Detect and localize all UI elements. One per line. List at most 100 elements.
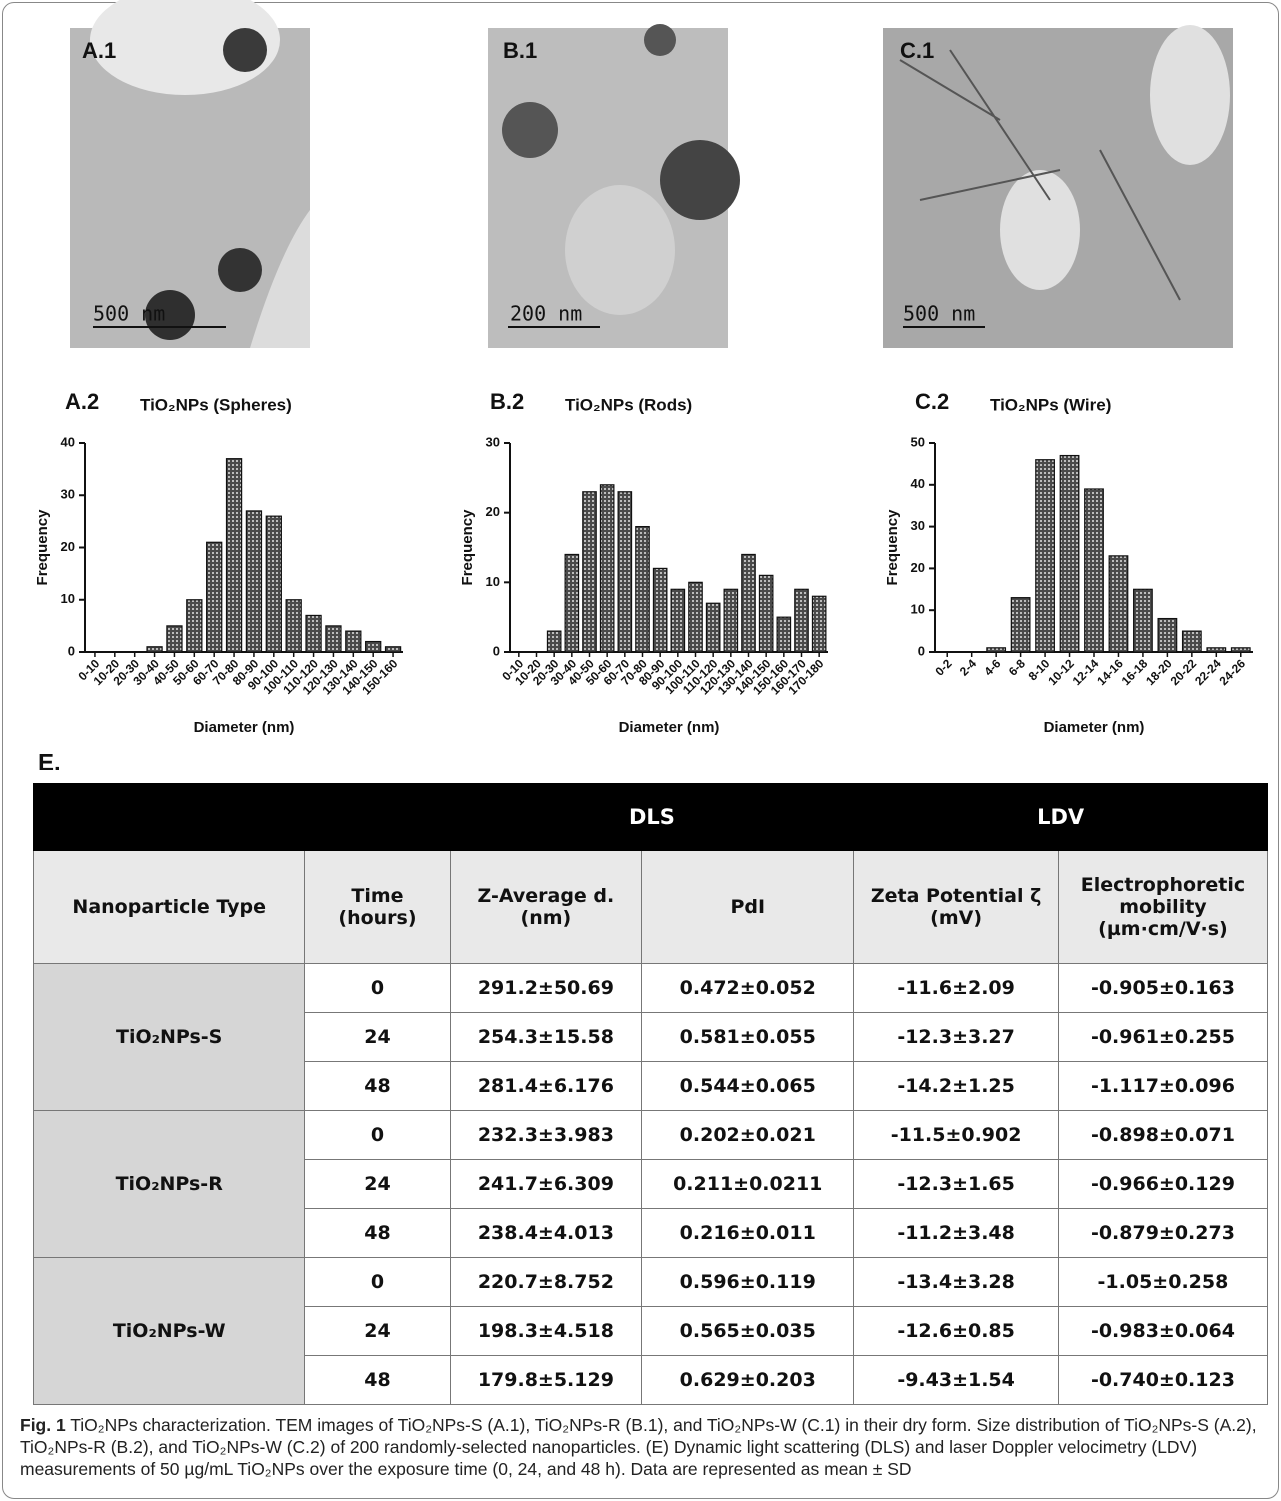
table-cell: 0.544±0.065: [642, 1062, 854, 1111]
x-tick-label: 4-6: [981, 656, 1003, 678]
y-tick-label: 50: [911, 434, 925, 449]
table-cell: 0.629±0.203: [642, 1356, 854, 1405]
table-cell: -12.3±3.27: [854, 1013, 1059, 1062]
table-row: DLSLDV: [34, 784, 1268, 851]
x-tick-label: 12-14: [1070, 656, 1102, 688]
table-cell: 0.216±0.011: [642, 1209, 854, 1258]
table-cell: -0.983±0.064: [1058, 1307, 1267, 1356]
bar: [795, 589, 808, 652]
scale-label: 200 nm: [510, 302, 582, 326]
y-tick-label: 0: [918, 643, 925, 658]
y-axis-label: Frequency: [34, 509, 51, 586]
table-cell: 48: [305, 1062, 450, 1111]
table-cell: 24: [305, 1307, 450, 1356]
bar: [706, 603, 719, 652]
caption: Fig. 1 TiO₂NPs characterization. TEM ima…: [20, 1414, 1265, 1480]
table-cell: 238.4±4.013: [450, 1209, 642, 1258]
table-cell: -11.2±3.48: [854, 1209, 1059, 1258]
bar: [386, 647, 401, 652]
bar: [1158, 619, 1177, 652]
table-cell: Time (hours): [305, 851, 450, 964]
table-cell: -11.6±2.09: [854, 964, 1059, 1013]
table-cell: -13.4±3.28: [854, 1258, 1059, 1307]
table-cell: 0: [305, 1258, 450, 1307]
bar: [326, 626, 341, 652]
table-cell: -9.43±1.54: [854, 1356, 1059, 1405]
y-tick-label: 20: [61, 539, 75, 554]
x-tick-label: 14-16: [1094, 656, 1126, 688]
table-cell: -14.2±1.25: [854, 1062, 1059, 1111]
y-tick-label: 30: [486, 434, 500, 449]
chart-title: TiO₂NPs (Rods): [565, 395, 692, 414]
table-cell: 198.3±4.518: [450, 1307, 642, 1356]
table-cell: -0.905±0.163: [1058, 964, 1267, 1013]
bar: [346, 631, 361, 652]
table-cell: 0.211±0.0211: [642, 1160, 854, 1209]
y-tick-label: 30: [61, 487, 75, 502]
caption-text: TiO₂NPs characterization. TEM images of …: [20, 1415, 1257, 1479]
y-tick-label: 20: [911, 560, 925, 575]
table-cell: 0: [305, 1111, 450, 1160]
tem-image: [883, 25, 1233, 348]
x-tick-label: 18-20: [1143, 656, 1175, 688]
table-cell: 241.7±6.309: [450, 1160, 642, 1209]
y-tick-label: 0: [493, 643, 500, 658]
bar: [987, 648, 1006, 652]
panel-label: B.2: [490, 389, 524, 414]
bar: [565, 554, 578, 652]
image-label: A.1: [82, 38, 116, 63]
bar: [583, 492, 596, 652]
y-axis-label: Frequency: [459, 509, 476, 586]
y-tick-label: 30: [911, 518, 925, 533]
table-cell: -0.966±0.129: [1058, 1160, 1267, 1209]
table-cell: 254.3±15.58: [450, 1013, 642, 1062]
table-cell: 0.565±0.035: [642, 1307, 854, 1356]
y-tick-label: 0: [68, 643, 75, 658]
bar: [1060, 456, 1079, 652]
table-cell: -12.3±1.65: [854, 1160, 1059, 1209]
y-tick-label: 40: [911, 476, 925, 491]
bar: [1036, 460, 1055, 652]
caption-label: Fig. 1: [20, 1415, 66, 1435]
bar: [207, 542, 222, 652]
chart-title: TiO₂NPs (Spheres): [140, 395, 292, 414]
table-cell: 48: [305, 1209, 450, 1258]
table-cell: 0.472±0.052: [642, 964, 854, 1013]
table-cell: -1.05±0.258: [1058, 1258, 1267, 1307]
table-cell: TiO₂NPs-S: [34, 964, 305, 1111]
x-tick-label: 2-4: [957, 656, 979, 678]
tem-image: [488, 24, 740, 348]
bar: [689, 582, 702, 652]
table-cell: -0.879±0.273: [1058, 1209, 1267, 1258]
table-cell: LDV: [854, 784, 1268, 851]
chart-title: TiO₂NPs (Wire): [990, 395, 1111, 414]
bar: [1085, 489, 1104, 652]
bar: [1207, 648, 1226, 652]
bar: [167, 626, 182, 652]
bar: [246, 511, 261, 652]
table-cell: -1.117±0.096: [1058, 1062, 1267, 1111]
table-cell: 0.581±0.055: [642, 1013, 854, 1062]
table-cell: 179.8±5.129: [450, 1356, 642, 1405]
table-cell: 48: [305, 1356, 450, 1405]
table-cell: 281.4±6.176: [450, 1062, 642, 1111]
bar: [777, 617, 790, 652]
bar: [618, 492, 631, 652]
x-axis-label: Diameter (nm): [619, 719, 720, 736]
bar: [759, 575, 772, 652]
y-tick-label: 10: [486, 574, 500, 589]
bar: [1183, 631, 1202, 652]
bar: [1231, 648, 1250, 652]
table-cell: -0.961±0.255: [1058, 1013, 1267, 1062]
table-cell: -0.740±0.123: [1058, 1356, 1267, 1405]
panel-label: C.2: [915, 389, 949, 414]
table-cell: -0.898±0.071: [1058, 1111, 1267, 1160]
table-cell: Electrophoretic mobility (µm·cm/V·s): [1058, 851, 1267, 964]
table-cell: 291.2±50.69: [450, 964, 642, 1013]
x-tick-label: 24-26: [1217, 656, 1249, 688]
table-cell: 0.202±0.021: [642, 1111, 854, 1160]
